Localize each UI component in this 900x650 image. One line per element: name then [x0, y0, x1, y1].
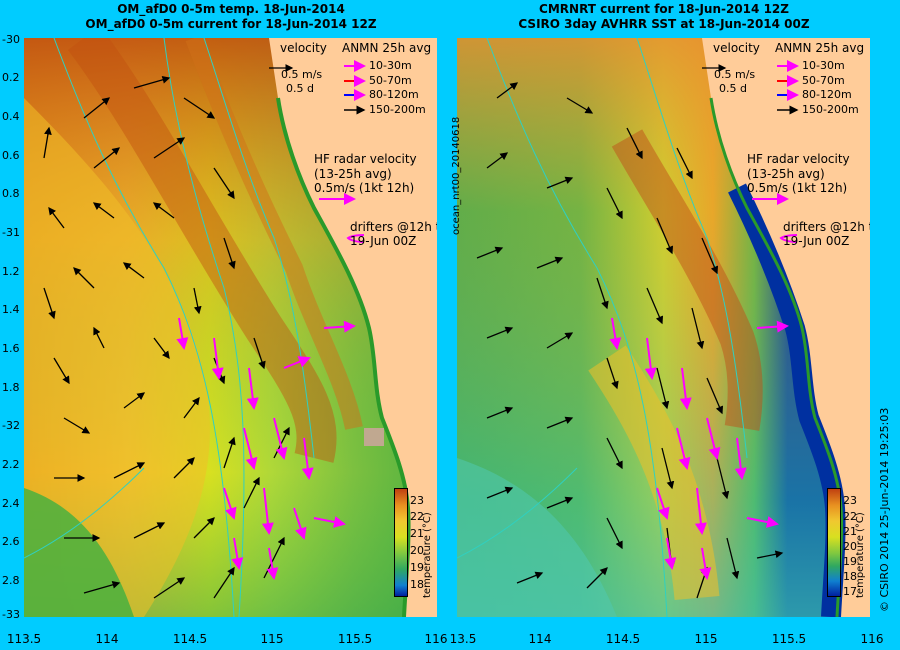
x-tick-right: 116 — [860, 632, 884, 646]
left-drifters-line1: drifters @12h to — [350, 220, 437, 234]
y-tick: 0.2 — [2, 71, 20, 84]
left-title-line1: OM_afD0 0-5m temp. 18-Jun-2014 — [117, 2, 345, 16]
y-tick: 1.2 — [2, 265, 20, 278]
right-hf-avg: (13-25h avg) — [747, 167, 825, 181]
right-cbar-tick-18: 18 — [843, 570, 857, 583]
right-cbar-label: temperature (°C) — [855, 512, 866, 598]
y-tick: 1.8 — [2, 381, 20, 394]
right-title-line2: CSIRO 3day AVHRR SST at 18-Jun-2014 00Z — [518, 17, 810, 31]
left-anmn-title: ANMN 25h avg — [342, 41, 432, 55]
right-cbar-tick-22: 22 — [843, 510, 857, 523]
right-depth-range-3: 80-120m — [802, 88, 852, 101]
model-current-arrows — [43, 76, 290, 599]
left-map-panel: velocity ANMN 25h avg 0.5 m/s 0.5 d 10-3… — [24, 38, 437, 617]
y-tick: -31 — [2, 226, 20, 239]
right-map-panel: velocity ANMN 25h avg 0.5 m/s 0.5 d 10-3… — [457, 38, 870, 617]
left-cbar-label: temperature (°C) — [422, 512, 433, 598]
x-tick-right: 115 — [694, 632, 718, 646]
y-tick: -32 — [2, 419, 20, 432]
right-colorbar — [827, 488, 841, 597]
x-tick-right: 13.5 — [449, 632, 477, 646]
left-cbar-tick-22: 22 — [410, 510, 424, 523]
left-hf-title: HF radar velocity — [314, 152, 417, 166]
right-cbar-tick-17: 17 — [843, 585, 857, 598]
x-tick-left: 115 — [260, 632, 284, 646]
y-tick: 2.2 — [2, 458, 20, 471]
satellite-current-arrows — [476, 82, 784, 599]
y-tick: 2.8 — [2, 574, 20, 587]
y-tick: 0.6 — [2, 149, 20, 162]
right-velocity-label: velocity — [713, 41, 760, 55]
credit-text: © CSIRO 2014 25-Jun-2014 19:25:03 — [878, 407, 891, 612]
y-tick: -33 — [2, 608, 20, 621]
right-depth-range-2: 50-70m — [802, 74, 845, 87]
x-tick-left: 114 — [95, 632, 119, 646]
right-hf-scale: 0.5m/s (1kt 12h) — [747, 181, 848, 195]
left-cbar-tick-18: 18 — [410, 578, 424, 591]
y-tick: 2.4 — [2, 497, 20, 510]
x-tick-right: 114 — [528, 632, 552, 646]
right-sst-map — [457, 38, 870, 617]
x-tick-left: 115.5 — [337, 632, 373, 646]
left-colorbar — [394, 488, 408, 597]
left-drifters-line2: 19-Jun 00Z — [350, 234, 417, 248]
y-tick: 2.6 — [2, 535, 20, 548]
land-mass — [269, 38, 437, 617]
right-depth-range-1: 10-30m — [802, 59, 845, 72]
right-title-line1: CMRNRT current for 18-Jun-2014 12Z — [539, 2, 789, 16]
left-cbar-tick-20: 20 — [410, 544, 424, 557]
right-cbar-tick-20: 20 — [843, 540, 857, 553]
y-tick: 0.8 — [2, 187, 20, 200]
left-sst-map — [24, 38, 437, 617]
left-depth-range-2: 50-70m — [369, 74, 412, 87]
y-tick: 1.6 — [2, 342, 20, 355]
left-cbar-tick-23: 23 — [410, 494, 424, 507]
right-cbar-tick-21: 21 — [843, 525, 857, 538]
left-depth-range-1: 10-30m — [369, 59, 412, 72]
left-hf-avg: (13-25h avg) — [314, 167, 392, 181]
x-tick-left: 114.5 — [172, 632, 208, 646]
y-tick: 1.4 — [2, 303, 20, 316]
right-title: CMRNRT current for 18-Jun-2014 12Z CSIRO… — [457, 2, 871, 32]
left-hf-scale: 0.5m/s (1kt 12h) — [314, 181, 415, 195]
left-scale-speed: 0.5 m/s — [281, 68, 323, 81]
x-tick-left: 113.5 — [6, 632, 42, 646]
y-tick: -30 — [2, 33, 20, 46]
right-anmn-title: ANMN 25h avg — [775, 41, 865, 55]
right-depth-range-4: 150-200m — [802, 103, 859, 116]
x-tick-right: 114.5 — [605, 632, 641, 646]
left-depth-range-4: 150-200m — [369, 103, 426, 116]
right-cbar-tick-19: 19 — [843, 555, 857, 568]
left-depth-range-3: 80-120m — [369, 88, 419, 101]
right-scale-time: 0.5 d — [719, 82, 747, 95]
right-cbar-tick-23: 23 — [843, 494, 857, 507]
y-tick: 0.4 — [2, 110, 20, 123]
right-hf-title: HF radar velocity — [747, 152, 850, 166]
right-scale-speed: 0.5 m/s — [714, 68, 756, 81]
hf-radar-arrows — [176, 317, 356, 580]
hf-radar-arrows-right — [609, 317, 789, 580]
land-mass-right — [702, 38, 870, 617]
left-title: OM_afD0 0-5m temp. 18-Jun-2014 OM_afD0 0… — [24, 2, 438, 32]
left-title-line2: OM_afD0 0-5m current for 18-Jun-2014 12Z — [85, 17, 377, 31]
right-drifters-line1: drifters @12h to — [783, 220, 870, 234]
left-scale-time: 0.5 d — [286, 82, 314, 95]
left-cbar-tick-21: 21 — [410, 527, 424, 540]
x-tick-left: 116 — [424, 632, 448, 646]
right-side-label: ocean_nrt00_20140618 — [451, 116, 462, 235]
left-cbar-tick-19: 19 — [410, 561, 424, 574]
right-drifters-line2: 19-Jun 00Z — [783, 234, 850, 248]
x-tick-right: 115.5 — [771, 632, 807, 646]
left-velocity-label: velocity — [280, 41, 327, 55]
